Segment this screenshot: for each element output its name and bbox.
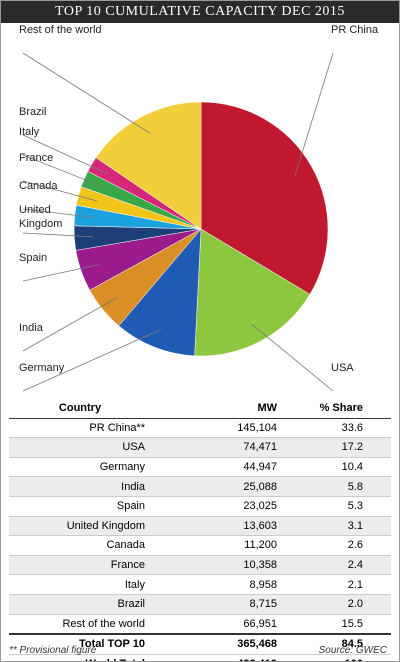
table-cell: Brazil — [9, 594, 151, 615]
table-cell: 84.5 — [283, 633, 391, 655]
table-cell: India — [9, 476, 151, 497]
leader-line — [294, 52, 334, 176]
table-cell: Total TOP 10 — [9, 633, 151, 655]
table-cell: Rest of the world — [9, 614, 151, 635]
pie-slice — [200, 101, 329, 295]
table-cell: 11,200 — [151, 535, 283, 556]
table-cell: Canada — [9, 535, 151, 556]
table-cell: Country — [9, 399, 151, 419]
table-cell: Italy — [9, 574, 151, 595]
table-row: France 10,358 2.4 — [9, 555, 391, 576]
leader-line — [22, 329, 162, 392]
table-row: World Total432,419100 — [9, 654, 391, 661]
slice-label: Italy — [19, 126, 40, 138]
table-cell: 10,358 — [151, 555, 283, 576]
slice-label: India — [19, 322, 43, 334]
table-row: Rest of the world 66,951 15.5 — [9, 614, 391, 635]
table-cell: 66,951 — [151, 614, 283, 635]
table-row: USA 74,471 17.2 — [9, 437, 391, 458]
table-cell: 15.5 — [283, 614, 391, 635]
table-row: Germany 44,947 10.4 — [9, 457, 391, 478]
chart-title: TOP 10 CUMULATIVE CAPACITY DEC 2015 — [1, 1, 399, 23]
leader-line — [22, 134, 109, 175]
table-cell: United Kingdom — [9, 516, 151, 537]
table-cell: 17.2 — [283, 437, 391, 458]
leader-line — [22, 180, 97, 202]
table-cell: MW — [151, 399, 283, 419]
table-cell: 432,419 — [151, 654, 283, 661]
table-row: Country MW% Share — [9, 399, 391, 419]
slice-label: Rest of the world — [19, 24, 102, 36]
table-cell: 8,715 — [151, 594, 283, 615]
table-cell: 10.4 — [283, 457, 391, 478]
table-row: India 25,088 5.8 — [9, 476, 391, 497]
leader-line — [22, 208, 94, 218]
table-cell: 33.6 — [283, 418, 391, 439]
slice-label: Brazil — [19, 106, 47, 118]
slice-label: Spain — [19, 252, 48, 264]
source: Source: GWEC — [318, 645, 387, 656]
leader-line — [22, 52, 151, 134]
leader-line — [22, 232, 94, 238]
table-cell: 365,468 — [151, 633, 283, 655]
slice-label: United Kingdom — [19, 204, 63, 230]
table-cell: 74,471 — [151, 437, 283, 458]
pie-slice — [118, 228, 202, 357]
table-row: Italy 8,958 2.1 — [9, 574, 391, 595]
pie-chart — [22, 52, 334, 392]
data-table: Country MW% Share PR China** 145,104 33.6 USA… — [9, 399, 391, 661]
table-cell: 5.3 — [283, 496, 391, 517]
leader-line — [251, 323, 334, 392]
pie-slice — [95, 101, 202, 230]
slice-label: USA — [331, 362, 354, 374]
table-row: United Kingdom 13,603 3.1 — [9, 516, 391, 537]
pie-slice — [194, 228, 311, 357]
footnote: ** Provisional figure — [9, 645, 97, 656]
table-cell: 2.4 — [283, 555, 391, 576]
slice-label: Germany — [19, 362, 65, 374]
leader-line — [22, 154, 102, 187]
table-cell: 145,104 — [151, 418, 283, 439]
table-cell: 23,025 — [151, 496, 283, 517]
leader-line — [22, 296, 118, 352]
table-cell: Spain — [9, 496, 151, 517]
table-cell: 3.1 — [283, 516, 391, 537]
table-cell: PR China** — [9, 418, 151, 439]
table-cell: France — [9, 555, 151, 576]
table-row: Total TOP 10 365,468 84.5 — [9, 633, 391, 655]
leader-line — [22, 264, 100, 282]
table-cell: World Total — [9, 654, 151, 661]
table-row: Canada 11,200 2.6 — [9, 535, 391, 556]
table-row: Brazil 8,715 2.0 — [9, 594, 391, 615]
table-cell: 13,603 — [151, 516, 283, 537]
table-row: Spain 23,025 5.3 — [9, 496, 391, 517]
table-cell: 2.0 — [283, 594, 391, 615]
slice-label: PR China — [331, 24, 379, 36]
slice-label: France — [19, 152, 54, 164]
table-cell: 5.8 — [283, 476, 391, 497]
table-cell: 2.6 — [283, 535, 391, 556]
table-cell: 8,958 — [151, 574, 283, 595]
table-cell: 25,088 — [151, 476, 283, 497]
table-row: PR China** 145,104 33.6 — [9, 418, 391, 439]
table-cell: 100 — [283, 654, 391, 661]
table-cell: USA — [9, 437, 151, 458]
table-cell: 2.1 — [283, 574, 391, 595]
table-cell: 44,947 — [151, 457, 283, 478]
table-cell: Germany — [9, 457, 151, 478]
slice-label: Canada — [19, 180, 58, 192]
table-cell: % Share — [283, 399, 391, 419]
